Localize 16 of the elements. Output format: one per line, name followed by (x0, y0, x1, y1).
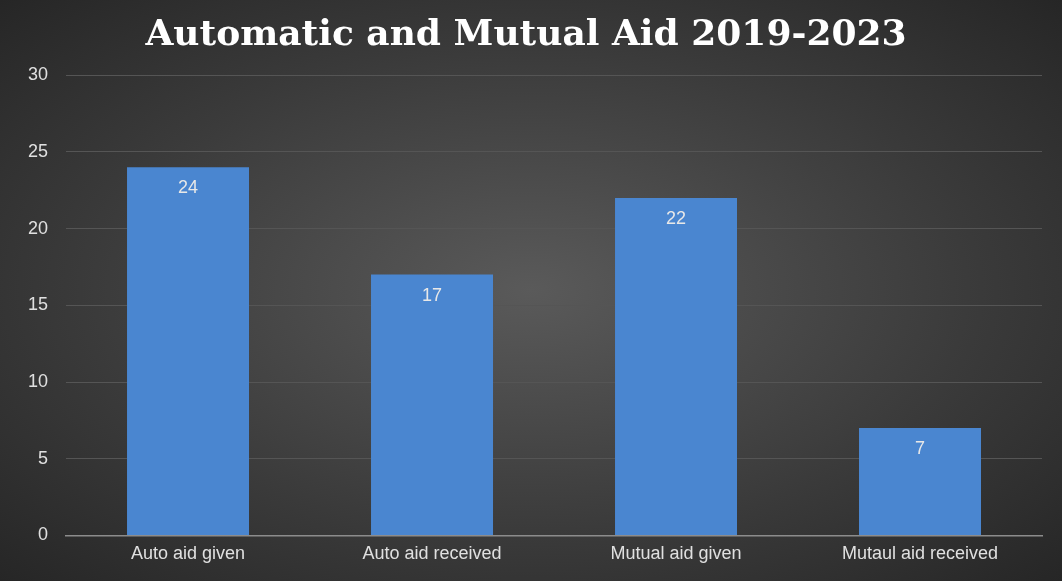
x-tick-label: Mutual aid given (610, 543, 742, 564)
x-tick-label: Mutaul aid received (841, 543, 999, 564)
y-tick-label: 0 (38, 524, 49, 545)
data-label: 22 (665, 207, 687, 228)
x-tick-label: Auto aid received (362, 543, 502, 564)
y-tick-label: 10 (27, 370, 49, 391)
y-tick-label: 30 (27, 64, 49, 85)
data-label: 7 (914, 437, 926, 458)
y-tick-label: 20 (27, 217, 49, 238)
y-tick-label: 25 (27, 140, 49, 161)
y-tick-label: 5 (38, 447, 49, 468)
data-label: 17 (422, 284, 443, 305)
chart-title: Automatic and Mutual Aid 2019-2023 (144, 10, 907, 53)
y-tick-label: 15 (27, 294, 49, 315)
x-tick-label: Auto aid given (130, 543, 246, 564)
data-label: 24 (178, 177, 199, 198)
